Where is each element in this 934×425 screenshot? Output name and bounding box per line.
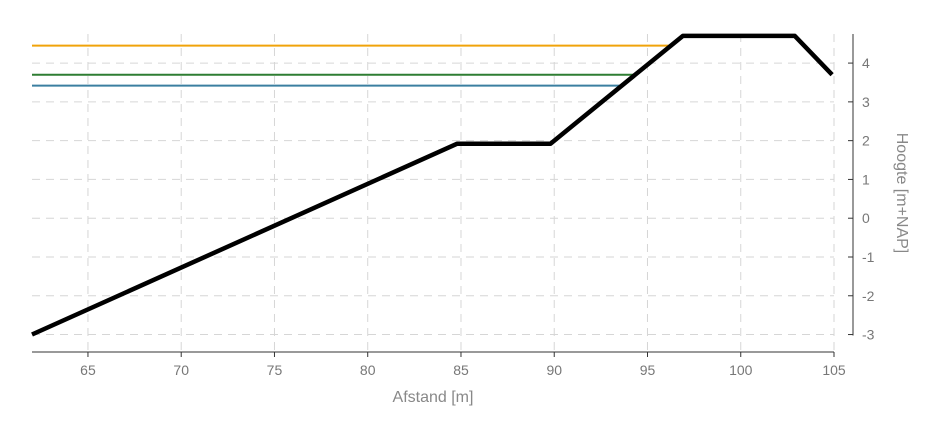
y-tick-label: 1 (862, 171, 870, 187)
axes (32, 34, 854, 353)
y-tick-label: -1 (862, 249, 875, 265)
x-tick-label: 75 (267, 362, 283, 378)
x-tick-label: 100 (729, 362, 753, 378)
x-tick-label: 70 (173, 362, 189, 378)
x-tick-label: 80 (360, 362, 376, 378)
grid (32, 34, 835, 352)
x-axis-title: Afstand [m] (393, 389, 474, 406)
y-tick-label: 2 (862, 133, 870, 149)
profile-line (31, 33, 834, 337)
level-lines (32, 44, 672, 87)
y-tick-label: -2 (862, 288, 875, 304)
y-axis-title: Hoogte [m+NAP] (893, 133, 910, 254)
x-tick-labels: 65 70 75 80 85 90 95 100 105 (80, 352, 846, 378)
x-tick-label: 85 (453, 362, 469, 378)
y-tick-label: 3 (862, 94, 870, 110)
y-tick-label: -3 (862, 327, 875, 343)
profile-line-group (31, 33, 834, 337)
x-tick-label: 95 (640, 362, 656, 378)
y-tick-label: 4 (862, 55, 870, 71)
x-tick-label: 65 (80, 362, 96, 378)
y-tick-labels: -3 -2 -1 0 1 2 3 4 (848, 55, 875, 343)
x-tick-label: 105 (822, 362, 846, 378)
x-tick-label: 90 (546, 362, 562, 378)
y-tick-label: 0 (862, 210, 870, 226)
